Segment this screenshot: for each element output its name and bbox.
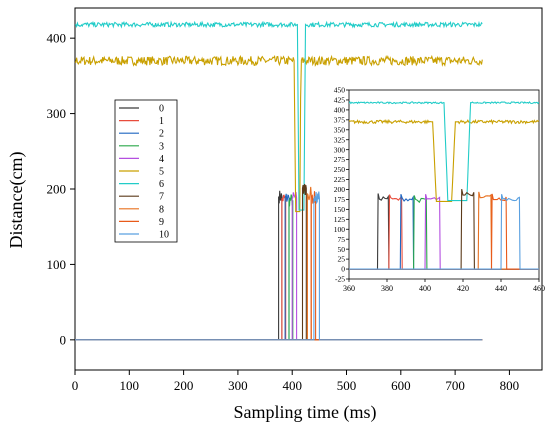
series-line-10 (75, 191, 483, 341)
legend-label-10: 10 (159, 230, 169, 241)
x-tick-label: 300 (228, 378, 248, 393)
legend-label-7: 7 (159, 192, 164, 203)
x-tick-label: 700 (445, 378, 465, 393)
inset-series-line-9 (349, 193, 539, 270)
inset-series-line-3 (349, 195, 539, 270)
inset-series-line-0 (349, 193, 539, 270)
inset-y-tick-label: 325 (334, 135, 346, 144)
inset-x-tick-label: 400 (419, 284, 431, 293)
legend-label-1: 1 (159, 116, 164, 127)
x-tick-label: 100 (120, 378, 140, 393)
inset-series-line-6 (349, 101, 539, 202)
legend-label-0: 0 (159, 104, 164, 115)
inset-y-tick-label: 225 (334, 175, 346, 184)
inset-y-tick-label: 300 (334, 145, 346, 154)
inset-y-tick-label: 75 (338, 235, 346, 244)
legend-label-8: 8 (159, 204, 164, 215)
inset-x-tick-label: 360 (343, 284, 355, 293)
inset-y-tick-label: 400 (334, 105, 346, 114)
inset-y-tick-label: 125 (334, 215, 346, 224)
inset-y-tick-label: -25 (335, 275, 345, 284)
x-tick-label: 600 (391, 378, 411, 393)
inset-y-tick-label: 275 (334, 155, 346, 164)
inset-y-tick-label: 425 (334, 96, 346, 105)
inset-series-line-4 (349, 194, 539, 270)
inset-series-group (349, 101, 539, 270)
legend-label-6: 6 (159, 179, 164, 190)
legend-label-4: 4 (159, 154, 164, 165)
inset-frame (348, 89, 540, 280)
inset-x-tick-label: 440 (495, 284, 507, 293)
inset-series-line-2 (349, 194, 539, 270)
y-tick-label: 100 (47, 257, 67, 272)
inset-y-tick-label: 25 (338, 255, 346, 264)
x-tick-label: 200 (174, 378, 194, 393)
inset-y-tick-label: 375 (334, 115, 346, 124)
series-line-4 (75, 191, 483, 341)
legend-label-3: 3 (159, 141, 164, 152)
y-axis-label: Distance(cm) (6, 152, 27, 249)
series-line-1 (75, 194, 483, 341)
inset-y-tick-label: 175 (334, 195, 346, 204)
inset-series-line-7 (349, 188, 539, 270)
legend-label-5: 5 (159, 167, 164, 178)
y-tick-label: 200 (47, 182, 67, 197)
x-tick-label: 400 (282, 378, 302, 393)
inset-series-line-10 (349, 194, 539, 270)
inset-y-tick-label: 250 (334, 165, 346, 174)
inset-series-line-1 (349, 194, 539, 270)
inset-y-tick-label: 450 (334, 86, 346, 95)
series-line-5 (74, 54, 483, 213)
inset-y-tick-label: 50 (338, 245, 346, 254)
y-tick-label: 0 (60, 332, 67, 347)
inset-y-tick-label: 100 (334, 225, 346, 234)
inset-x-tick-label: 420 (457, 284, 469, 293)
x-tick-label: 500 (337, 378, 357, 393)
inset-y-tick-label: 200 (334, 185, 346, 194)
series-line-6 (74, 20, 483, 211)
inset-series-line-5 (349, 118, 539, 202)
inset-y-tick-label: 350 (334, 125, 346, 134)
x-tick-label: 800 (500, 378, 520, 393)
inset-y-tick-label: 150 (334, 205, 346, 214)
legend-label-2: 2 (159, 129, 164, 140)
y-tick-label: 400 (47, 31, 67, 46)
inset-x-tick-label: 460 (533, 284, 545, 293)
inset-plot: 360 380 400 420 440 460 -250255075100125150175… (334, 86, 545, 293)
inset-series-line-8 (349, 191, 539, 270)
series-line-3 (75, 194, 483, 341)
inset-y-tick-label: 0 (341, 265, 345, 274)
inset-x-tick-label: 380 (381, 284, 393, 293)
legend: 01 23 4 56 78 9 10 (114, 99, 178, 243)
x-axis-label: Sampling time (ms) (234, 402, 377, 423)
series-line-7 (75, 183, 483, 341)
legend-label-9: 9 (159, 217, 164, 228)
y-tick-label: 300 (47, 106, 67, 121)
x-tick-label: 0 (72, 378, 79, 393)
